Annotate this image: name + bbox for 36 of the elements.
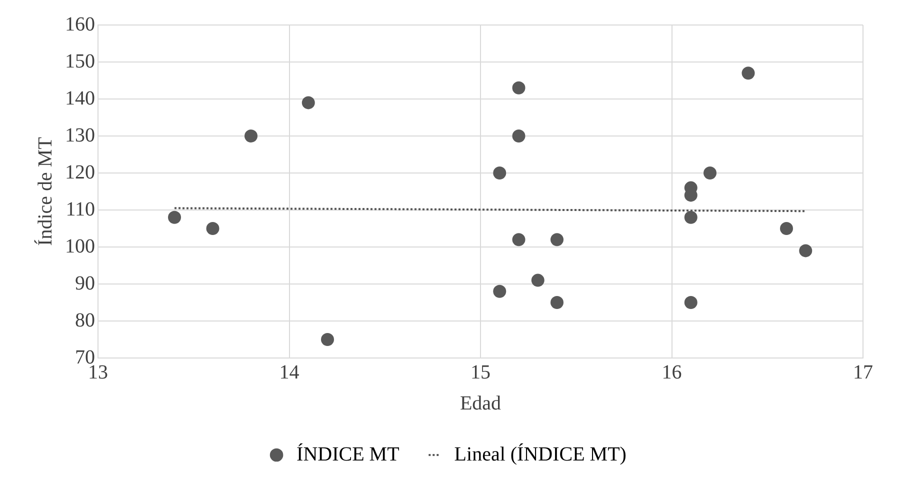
point xyxy=(799,244,812,258)
point xyxy=(493,284,506,298)
point xyxy=(493,166,506,180)
x-tick-label: 16 xyxy=(662,361,682,384)
y-tick-label: 130 xyxy=(65,124,95,146)
point xyxy=(321,333,334,346)
point xyxy=(684,210,698,224)
point xyxy=(780,222,793,235)
point xyxy=(531,274,544,287)
point xyxy=(742,66,755,80)
point xyxy=(512,233,526,246)
y-tick-label: 80 xyxy=(75,309,95,332)
x-tick-label: 14 xyxy=(279,361,300,384)
point xyxy=(168,210,181,224)
x-axis-title: Edad xyxy=(460,392,502,414)
point xyxy=(244,130,258,142)
y-tick-label: 140 xyxy=(65,87,95,110)
y-tick-label: 110 xyxy=(66,198,95,220)
legend-label: Lineal (ÍNDICE MT) xyxy=(454,442,626,466)
point xyxy=(550,296,564,309)
y-tick-label: 150 xyxy=(65,50,95,72)
point xyxy=(512,81,526,94)
point xyxy=(550,233,564,246)
y-tick-label: 120 xyxy=(65,161,95,184)
legend-label: ÍNDICE MT xyxy=(296,442,400,466)
y-tick-label: 90 xyxy=(75,272,95,294)
point xyxy=(512,130,526,142)
point xyxy=(704,166,716,180)
point xyxy=(206,222,220,235)
y-tick-label: 160 xyxy=(65,13,95,36)
x-tick-label: 17 xyxy=(853,361,873,384)
point xyxy=(302,96,315,110)
x-tick-label: 15 xyxy=(470,361,490,384)
point xyxy=(684,296,698,309)
y-tick-label: 100 xyxy=(65,235,95,258)
y-axis-title: Índice de MT xyxy=(33,137,56,246)
